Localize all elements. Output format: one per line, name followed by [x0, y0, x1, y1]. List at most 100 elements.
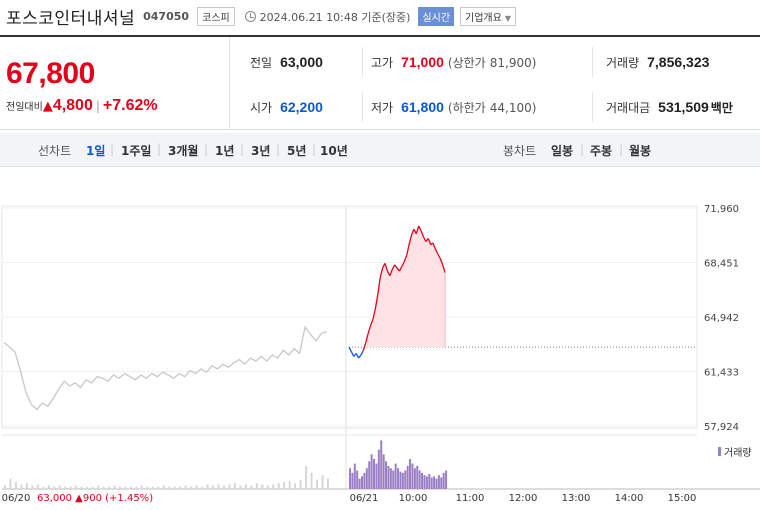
volume-bar: [135, 486, 138, 489]
volume-bar: [212, 485, 215, 489]
up-triangle-icon: ▲: [42, 99, 53, 114]
price-line-segment: [360, 349, 364, 356]
price-line-segment: [389, 269, 393, 276]
period-10y[interactable]: 10년: [320, 144, 348, 158]
volume-bar: [20, 484, 23, 489]
prev-day-summary: 63,000 ▲900 (+1.45%): [37, 493, 153, 504]
volume-bar: [406, 465, 409, 489]
volume-bar: [413, 468, 416, 489]
price-line-segment: [379, 267, 384, 278]
volume-bar: [14, 482, 17, 489]
volume-bar: [124, 486, 127, 489]
volume-bar: [387, 465, 390, 489]
volume-bar: [108, 486, 111, 489]
volume-bar: [58, 485, 61, 489]
gain-area: [349, 226, 446, 348]
chart-toolbar: 선차트 1일 | 1주일 | 3개월 | 1년 | 3년 | 5년 | 10년 …: [0, 133, 760, 167]
volume-bar: [430, 477, 433, 489]
volume-bar: [239, 485, 242, 489]
volume-bar: [294, 483, 297, 489]
y-tick-label: 68,451: [704, 259, 739, 270]
price-line-segment: [439, 258, 444, 266]
x-tick-label: 10:00: [399, 493, 428, 504]
volume-bar: [277, 483, 280, 489]
volume-bar: [394, 463, 397, 489]
volume-bar: [146, 486, 149, 489]
price-line-segment: [350, 351, 355, 357]
volume-bar: [201, 486, 204, 489]
volume-bar: [316, 479, 319, 489]
period-5y[interactable]: 5년: [287, 144, 307, 158]
price-line-segment: [374, 294, 379, 309]
x-tick-label: 12:00: [509, 493, 538, 504]
price-chart[interactable]: 71,960 68,451 64,942 61,433 57,924 거래량 06/20 06…: [0, 167, 760, 510]
volume-bar: [261, 484, 264, 489]
volume-bar: [428, 473, 431, 489]
volume-bar: [399, 471, 402, 489]
x-tick-label: 11:00: [456, 493, 485, 504]
volume-bar: [370, 454, 373, 489]
change-amount: 4,800: [52, 97, 93, 114]
volume-bar: [53, 486, 56, 489]
y-tick-label: 71,960: [704, 204, 739, 215]
volume-bar: [9, 478, 12, 489]
volume-bar: [373, 458, 376, 489]
price-line-segment: [434, 249, 439, 255]
volume-bar: [404, 470, 407, 489]
candle-monthly[interactable]: 월봉: [629, 144, 652, 158]
volume-bar: [356, 470, 359, 489]
volume-bar: [195, 485, 198, 489]
volume-bar: [222, 485, 225, 489]
company-overview-dropdown[interactable]: 기업개요 ▼: [460, 7, 516, 26]
volume-bar: [228, 484, 231, 489]
candle-daily[interactable]: 일봉: [551, 144, 574, 158]
price-line-segment: [427, 238, 432, 245]
volume-bar: [361, 476, 364, 489]
amount-unit: 백만: [710, 101, 733, 115]
price-panel: 67,800 전일대비▲4,800 | +7.62% 전일 63,000 고가 71,0…: [0, 35, 760, 130]
candle-weekly[interactable]: 주봉: [590, 144, 613, 158]
volume-bar: [321, 475, 324, 489]
volume-bar: [184, 485, 187, 489]
volume-bar: [75, 485, 78, 489]
volume-bar: [255, 483, 258, 489]
high-value: 71,000: [401, 54, 444, 70]
volume-bar: [421, 472, 424, 489]
price-line-segment: [398, 266, 403, 272]
price-line-segment: [370, 318, 374, 326]
price-line-segment: [372, 308, 377, 320]
price-line-segment: [403, 255, 408, 262]
current-price-block: 67,800 전일대비▲4,800 | +7.62%: [0, 37, 230, 130]
volume-bar: [42, 486, 45, 489]
volume-bar: [397, 468, 400, 489]
price-line-segment: [406, 244, 410, 256]
volume-bar: [411, 463, 414, 489]
period-1w[interactable]: 1주일: [121, 144, 152, 158]
volume-bar: [385, 461, 388, 489]
amount-value: 531,509: [658, 99, 709, 115]
x-tick-label: 14:00: [615, 493, 644, 504]
price-line-segment: [408, 235, 413, 245]
period-3m[interactable]: 3개월: [168, 144, 199, 158]
divider: |: [619, 142, 624, 156]
volume-bar: [377, 449, 380, 489]
upper-limit-value: 81,900): [489, 56, 537, 70]
volume-bar: [440, 477, 443, 489]
volume-bar: [151, 486, 154, 489]
open-label: 시가: [250, 101, 273, 115]
period-1d[interactable]: 1일: [86, 144, 106, 158]
divider: [592, 47, 593, 77]
period-1y[interactable]: 1년: [215, 144, 235, 158]
volume-bar: [206, 484, 209, 489]
volume-bar: [375, 463, 378, 489]
volume-bar: [162, 485, 165, 489]
volume-bar: [129, 486, 132, 489]
volume-bar: [113, 485, 116, 489]
volume-bar: [423, 475, 426, 489]
volume-bar: [31, 485, 34, 489]
realtime-button[interactable]: 실시간: [418, 7, 455, 26]
divider: |: [110, 142, 115, 156]
lower-limit-value: 44,100): [489, 101, 537, 115]
volume-bar: [69, 486, 72, 489]
period-3y[interactable]: 3년: [251, 144, 271, 158]
